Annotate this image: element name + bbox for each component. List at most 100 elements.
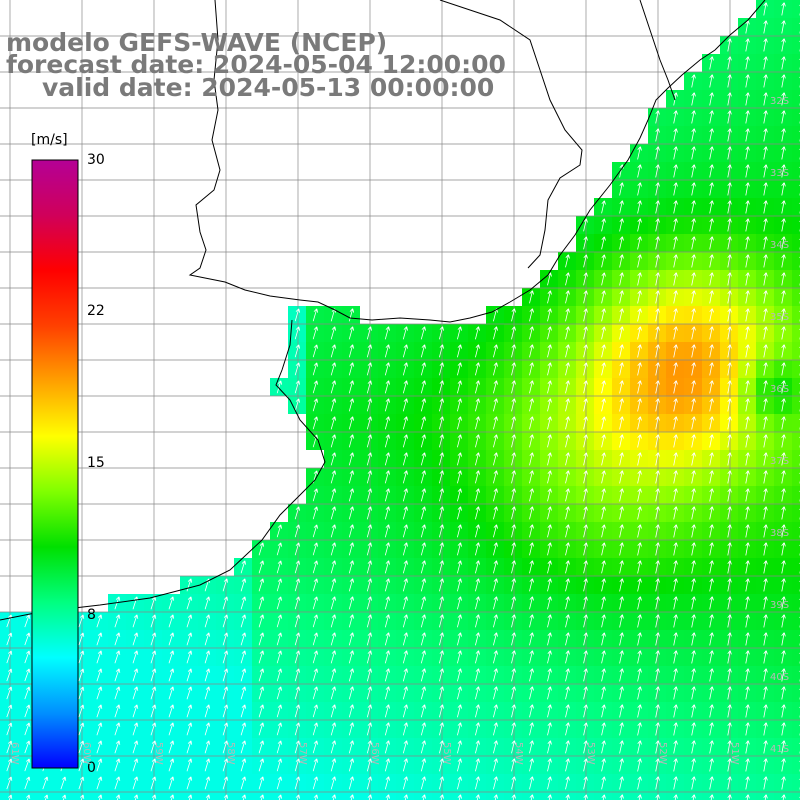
wind-arrow [745, 272, 750, 286]
wind-arrow [673, 200, 678, 214]
wind-arrow [150, 704, 157, 718]
wind-arrow [781, 776, 786, 790]
wind-arrow [763, 2, 768, 16]
wind-arrow [727, 506, 732, 520]
wind-arrow [691, 542, 696, 556]
wind-arrow [709, 578, 714, 592]
field-cell [198, 792, 216, 800]
wind-arrow [583, 290, 588, 304]
wind-arrow [276, 632, 283, 646]
wind-arrow [366, 398, 372, 412]
field-cell [792, 378, 800, 396]
wind-arrow [673, 326, 678, 340]
wind-arrow [529, 776, 534, 790]
wind-arrow [565, 578, 570, 592]
wind-arrow [637, 236, 642, 250]
wind-arrow [457, 686, 462, 700]
wind-arrow [655, 560, 660, 574]
wind-arrow [240, 560, 247, 574]
wind-arrow [655, 470, 660, 484]
field-cell [288, 792, 306, 800]
wind-arrow [655, 182, 660, 196]
wind-arrow [186, 668, 193, 682]
wind-arrow [781, 380, 786, 394]
wind-arrow [312, 668, 319, 682]
wind-arrow [439, 740, 444, 754]
wind-arrow [763, 596, 768, 610]
wind-arrow [439, 614, 444, 628]
wind-arrow [493, 794, 498, 800]
wind-arrow [96, 704, 103, 718]
wind-arrow [547, 362, 552, 376]
wind-arrow [493, 560, 498, 574]
wind-arrow [6, 668, 13, 682]
wind-arrow [312, 614, 319, 628]
wind-arrow [420, 326, 426, 340]
wind-arrow [132, 632, 139, 646]
wind-arrow [24, 758, 31, 772]
wind-arrow [727, 182, 732, 196]
wind-arrow [565, 470, 570, 484]
wind-arrow [763, 272, 768, 286]
wind-arrow [348, 614, 355, 628]
wind-arrow [763, 668, 768, 682]
wind-arrow [727, 452, 732, 466]
field-cell [792, 360, 800, 378]
wind-arrow [493, 488, 498, 502]
wind-arrow [330, 740, 337, 754]
wind-arrow [24, 704, 31, 718]
wind-arrow [511, 506, 516, 520]
wind-arrow [727, 272, 732, 286]
wind-arrow [457, 506, 462, 520]
field-cell [180, 792, 198, 800]
wind-arrow [781, 650, 786, 664]
wind-arrow [6, 758, 13, 772]
wind-arrow [781, 128, 786, 142]
wind-arrow [312, 326, 319, 340]
wind-arrow [691, 326, 696, 340]
wind-arrow [583, 776, 588, 790]
wind-arrow [637, 776, 642, 790]
wind-arrow [402, 398, 408, 412]
wind-arrow [420, 758, 426, 772]
wind-arrow [330, 704, 337, 718]
wind-arrow [601, 758, 606, 772]
wind-arrow [745, 632, 750, 646]
wind-arrow [727, 146, 732, 160]
lon-label: 56W [369, 742, 380, 765]
wind-arrow [565, 758, 570, 772]
wind-arrow [420, 686, 426, 700]
wind-arrow [529, 524, 534, 538]
wind-arrow [294, 578, 301, 592]
wind-arrow [655, 578, 660, 592]
lat-label: 34S [770, 240, 790, 251]
wind-arrow [294, 344, 301, 358]
colorbar-tick-30: 30 [87, 152, 105, 168]
wind-arrow [691, 110, 696, 124]
wind-arrow [691, 776, 696, 790]
wind-arrow [709, 308, 714, 322]
wind-arrow [475, 596, 480, 610]
lon-label: 61W [9, 742, 20, 765]
wind-arrow [186, 704, 193, 718]
wind-arrow [294, 362, 301, 376]
wind-arrow [457, 398, 462, 412]
wind-arrow [637, 398, 642, 412]
wind-arrow [24, 614, 31, 628]
wind-arrow [637, 578, 642, 592]
wind-arrow [493, 470, 498, 484]
wind-arrow [312, 506, 319, 520]
wind-arrow [222, 740, 229, 754]
wind-arrow [294, 632, 301, 646]
wind-arrow [96, 758, 103, 772]
forecast-date: forecast date: 2024-05-04 12:00:00 [6, 50, 506, 79]
wind-arrow [511, 668, 516, 682]
wind-arrow [637, 794, 642, 800]
wind-arrow [276, 650, 283, 664]
wind-arrow [348, 434, 355, 448]
wind-arrow [511, 596, 516, 610]
wind-arrow [402, 524, 408, 538]
wind-arrow [619, 308, 624, 322]
wind-arrow [457, 452, 462, 466]
wind-arrow [402, 416, 408, 430]
